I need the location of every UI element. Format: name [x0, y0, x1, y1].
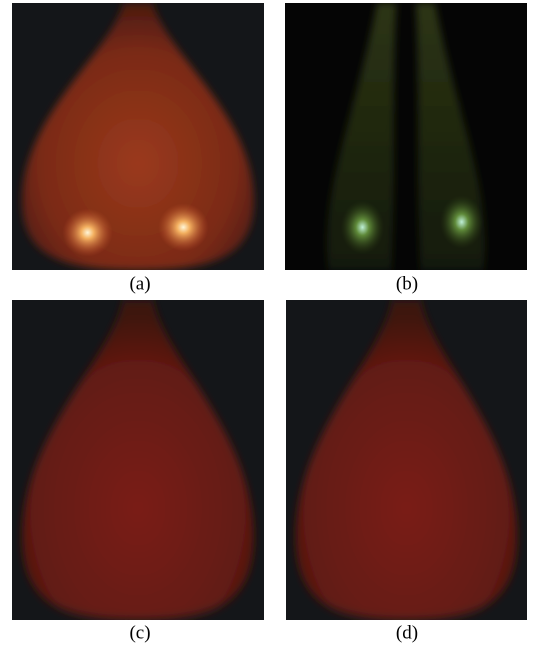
image-a: [12, 3, 264, 270]
image-b: [285, 3, 527, 270]
image-d: [286, 300, 527, 620]
caption: (a): [129, 273, 150, 294]
caption: (b): [396, 273, 418, 294]
caption: (d): [396, 622, 418, 643]
caption: (c): [129, 622, 150, 643]
figure: (a) (b) (c) (d): [0, 0, 539, 647]
image-c: [12, 300, 264, 620]
